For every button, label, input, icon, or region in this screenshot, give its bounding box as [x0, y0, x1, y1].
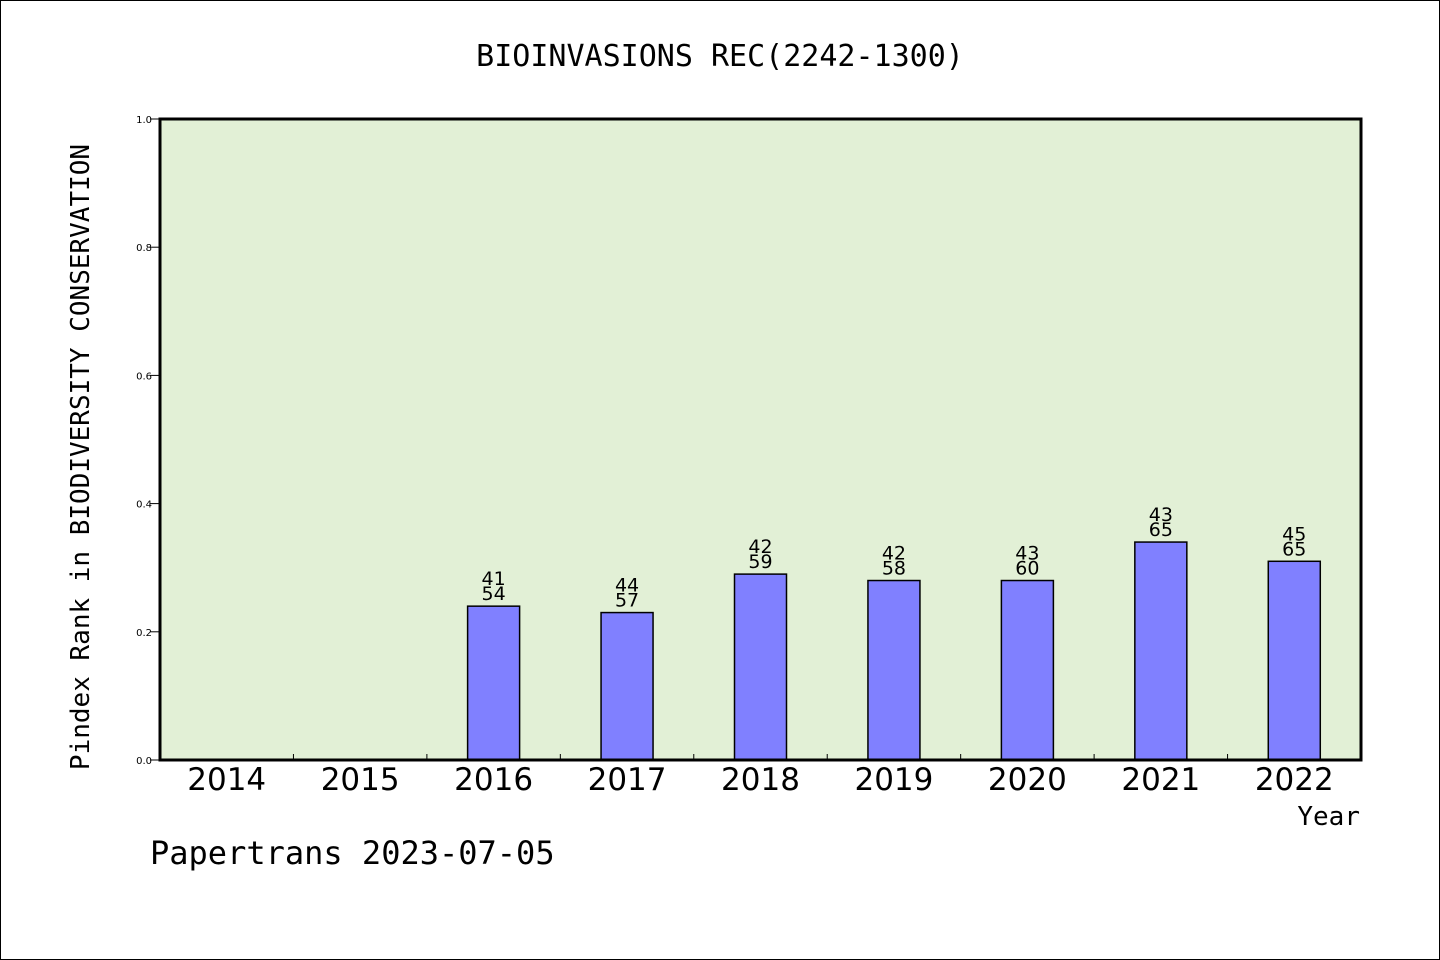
ticks-layer: 2014 2015 2016 2017 2018 2019 2020 2021 2022 0.0 0…	[136, 115, 1334, 798]
bar-2016	[466, 605, 521, 761]
bar-total-label-2021: 65	[1149, 519, 1173, 541]
bar-2022	[1267, 560, 1322, 761]
bar-rank-label-2016: 41	[482, 568, 506, 590]
x-tick-label-2014: 2014	[187, 762, 266, 798]
x-tick-label-2019: 2019	[854, 762, 933, 798]
y-tick-label-1.0: 1.0	[136, 115, 152, 126]
plot-border	[158, 117, 1363, 762]
x-axis-label: Year	[1297, 802, 1360, 832]
bar-total-label-2018: 59	[748, 551, 772, 573]
y-tick-label-0.4: 0.4	[136, 500, 152, 511]
y-tick-label-0.2: 0.2	[136, 628, 152, 639]
bar-total-label-2016: 54	[482, 583, 506, 605]
footer-credit: Papertrans 2023-07-05	[150, 834, 555, 872]
bar-2019	[867, 579, 921, 761]
bar-rank-label-2022: 45	[1282, 523, 1306, 545]
x-tick-label-2016: 2016	[454, 762, 533, 798]
bar-rank-label-2017: 44	[615, 575, 639, 597]
bars-layer	[466, 541, 1322, 761]
x-tick-label-2022: 2022	[1255, 762, 1334, 798]
x-tick-label-2015: 2015	[321, 762, 400, 798]
bar-2017	[600, 611, 654, 761]
chart-title: BIOINVASIONS REC(2242-1300)	[476, 39, 964, 74]
y-tick-label-0.0: 0.0	[136, 756, 152, 767]
x-tick-label-2017: 2017	[588, 762, 667, 798]
bar-total-label-2019: 58	[882, 558, 906, 580]
x-tick-label-2018: 2018	[721, 762, 800, 798]
bar-total-label-2017: 57	[615, 590, 639, 612]
bar-2021	[1134, 541, 1188, 761]
bar-rank-label-2021: 43	[1149, 504, 1173, 526]
y-axis-label: Pindex Rank in BIODIVERSITY CONSERVATION	[66, 144, 96, 770]
bar-rank-label-2019: 42	[882, 543, 906, 565]
bar-2018	[733, 573, 788, 761]
bar-rank-label-2020: 43	[1015, 543, 1039, 565]
bar-total-label-2022: 65	[1282, 538, 1306, 560]
bar-total-label-2020: 60	[1015, 558, 1039, 580]
y-tick-label-0.6: 0.6	[136, 371, 152, 382]
bar-rank-label-2018: 42	[748, 536, 772, 558]
x-tick-label-2020: 2020	[988, 762, 1067, 798]
bar-2020	[1000, 579, 1055, 761]
x-tick-label-2021: 2021	[1121, 762, 1200, 798]
y-tick-label-0.8: 0.8	[136, 243, 152, 254]
